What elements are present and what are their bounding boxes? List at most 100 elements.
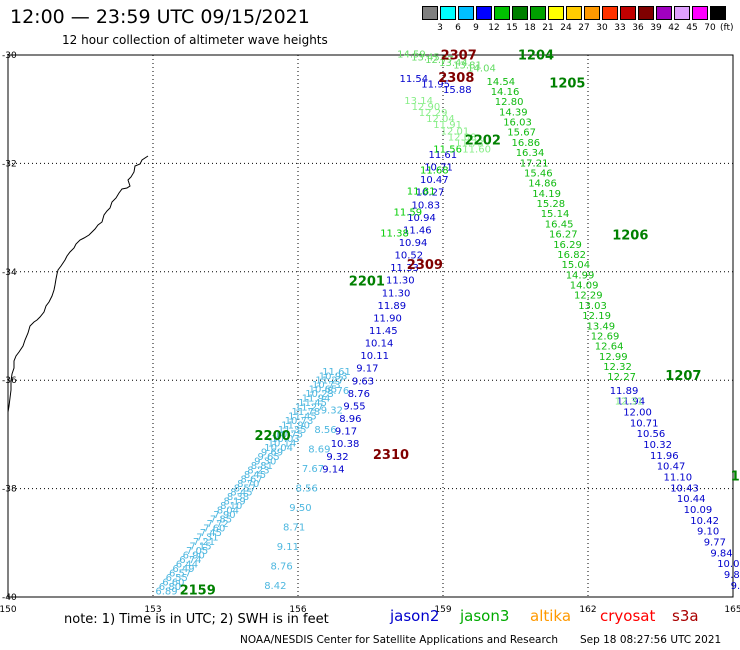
wave-height-value: 11.35 [278, 425, 307, 436]
lon-tick-label: 165 [724, 605, 740, 615]
wave-height-value: 13.03 [578, 301, 607, 312]
wave-height-value: 11.96 [650, 451, 679, 462]
wave-height-value: 10.47 [420, 175, 449, 186]
wave-height-value: 14.19 [532, 189, 561, 200]
track-time-label: 1204 [518, 48, 554, 63]
wave-height-value: 13.44 [439, 58, 468, 69]
wave-height-value: 8.76 [271, 561, 293, 572]
wave-height-value: 7.90 [213, 510, 235, 521]
footer-timestamp: Sep 18 08:27:56 UTC 2021 [580, 634, 722, 646]
color-tick-label: 45 [686, 23, 698, 33]
wave-height-value: 8.38 [227, 492, 249, 503]
wave-height-value: 15.88 [443, 85, 472, 96]
wave-height-value: 9.84 [710, 548, 732, 559]
wave-height-value: 6.60 [162, 577, 184, 588]
wave-height-value: 11.68 [420, 166, 449, 177]
wave-height-value: 8.70 [237, 479, 259, 490]
wave-height-value: 11.89 [378, 301, 407, 312]
wave-height-value: 9.32 [326, 452, 348, 463]
wave-height-value: 8.57 [234, 483, 256, 494]
wave-height-value: 11.46 [403, 225, 432, 236]
wave-height-value: 12.29 [419, 108, 448, 119]
track-time-label: 2201 [349, 274, 385, 289]
wave-height-value: 10.14 [365, 339, 394, 350]
track-time-label: 2200 [255, 429, 291, 444]
color-swatch [422, 6, 438, 20]
wave-height-value: 9.17 [356, 364, 378, 375]
color-swatch [584, 6, 600, 20]
wave-height-value: 11.45 [369, 326, 398, 337]
track-jason2: 9.149.3210.389.178.969.558.769.639.1710.… [322, 150, 457, 475]
wave-height-value: 16.45 [545, 219, 574, 230]
color-tick-label: 24 [560, 23, 572, 33]
color-tick-label: 12 [488, 23, 500, 33]
wave-height-value: 11.27 [315, 376, 344, 387]
wave-height-value: 9.63 [352, 376, 374, 387]
color-tick-label: 39 [650, 23, 662, 33]
wave-height-value: 10.32 [643, 440, 672, 451]
legend-cryosat: cryosat [600, 607, 656, 625]
wave-height-value: 8.42 [264, 581, 286, 592]
wave-height-value: 12.27 [607, 372, 636, 383]
color-swatch [512, 6, 528, 20]
wave-height-value: 13.81 [453, 61, 482, 72]
wave-height-value: 10.94 [399, 238, 428, 249]
track-time-label: 2307 [441, 48, 477, 63]
wave-height-value: 16.34 [516, 148, 545, 159]
lon-tick-label: 156 [289, 605, 306, 615]
color-swatch [476, 6, 492, 20]
color-tick-label: 30 [596, 23, 608, 33]
wave-height-value: 15.04 [562, 260, 591, 271]
wave-height-value: 10.93 [319, 371, 348, 382]
wave-height-value: 7.72 [207, 519, 229, 530]
lat-tick-label: -32 [2, 159, 17, 169]
wave-height-value: 12.32 [603, 362, 632, 373]
track-time-label: 1 [731, 470, 740, 485]
wave-height-value: 11.90 [281, 421, 310, 432]
color-swatch [530, 6, 546, 20]
wave-height-value: 8.76 [348, 389, 370, 400]
lat-tick-label: -30 [2, 51, 17, 61]
color-swatch [692, 6, 708, 20]
wave-height-value: 10.71 [630, 418, 659, 429]
wave-height-value: 12.19 [582, 311, 611, 322]
wave-height-value: 11.91 [433, 120, 462, 131]
color-swatch [620, 6, 636, 20]
wave-height-value: 13.14 [404, 96, 433, 107]
color-tick-label: 9 [473, 23, 479, 33]
color-tick-label: 3 [437, 23, 443, 33]
wave-height-value: 7.45 [200, 528, 222, 539]
wave-height-value: 9.69 [261, 447, 283, 458]
wave-height-value: 7.15 [189, 542, 211, 553]
wave-height-value: 6.90 [183, 551, 205, 562]
wave-height-value: 12.69 [591, 332, 620, 343]
wave-height-value: 14.39 [499, 107, 528, 118]
wave-height-value: 11.90 [373, 313, 402, 324]
wave-height-value: 8.56 [314, 425, 336, 436]
wave-height-value: 11.10 [664, 473, 693, 484]
wave-height-value: 10.94 [407, 213, 436, 224]
track-jason2: 11.8911.9412.0010.7110.5610.3211.9610.47… [610, 386, 740, 592]
wave-height-value: 9.30 [254, 456, 276, 467]
wave-height-value: 13.45 [411, 52, 440, 63]
time-labels: 2307 1204 2308 1205 2202 1206 2309 2201 1207 2200… [180, 48, 740, 598]
wave-height-value: 10.43 [670, 483, 699, 494]
wave-height-value: 11.95 [421, 80, 450, 91]
wave-height-value: 11.94 [302, 394, 331, 405]
lat-tick-label: -38 [2, 485, 17, 495]
wave-height-value: 8.04 [217, 506, 239, 517]
color-tick-label: 18 [524, 23, 536, 33]
lat-tick-label: -34 [2, 268, 17, 278]
wave-height-value: 14.04 [467, 63, 496, 74]
coastline [7, 155, 149, 413]
wave-height-value: 6.74 [179, 555, 201, 566]
color-swatch [656, 6, 672, 20]
wave-height-value: 9.11 [277, 542, 299, 553]
wave-height-value: 10.14 [268, 439, 297, 450]
wave-height-value: 9.17 [335, 427, 357, 438]
wave-height-value: 10.27 [416, 188, 445, 199]
wave-height-value: 16.27 [549, 230, 578, 241]
lat-tick-label: -40 [2, 593, 17, 603]
